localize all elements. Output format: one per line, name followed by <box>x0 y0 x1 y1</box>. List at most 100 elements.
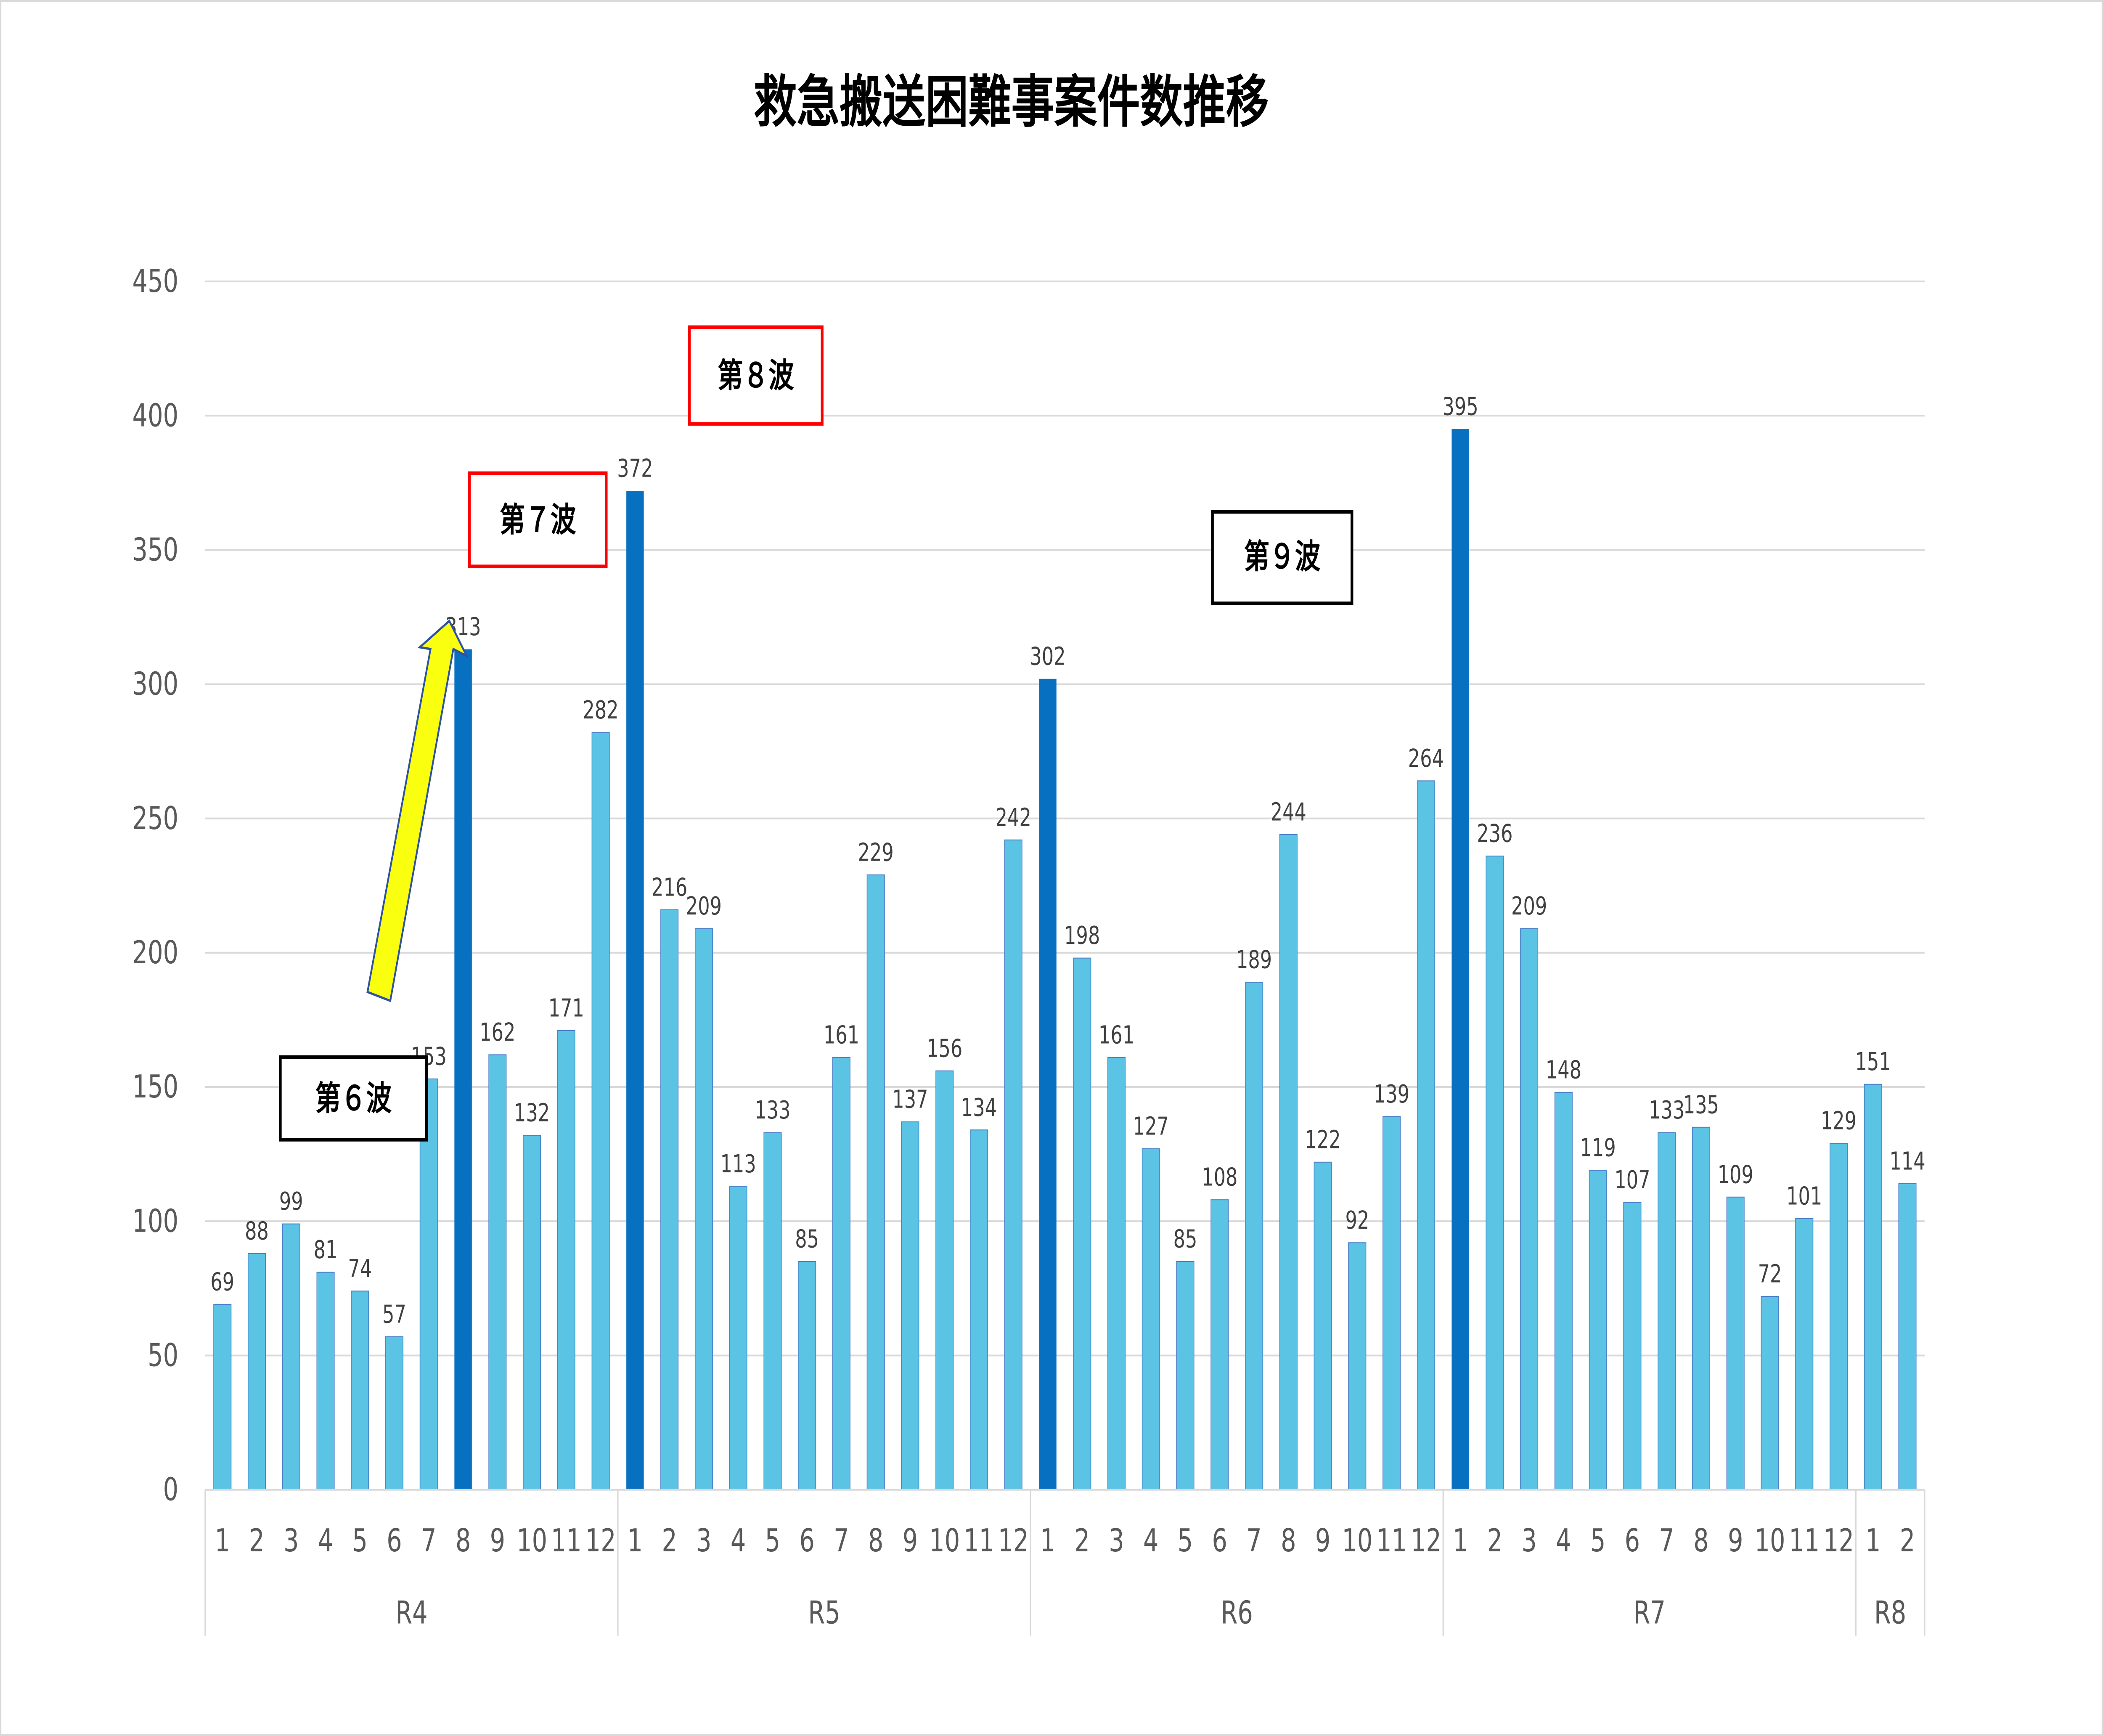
y-axis: 0 50 100 150 200 250 300 350 400 450 <box>132 262 179 1508</box>
x-tick-label: 12 <box>1823 1522 1854 1559</box>
bar-R5-3 <box>694 928 713 1490</box>
data-label: 156 <box>927 1034 962 1063</box>
y-tick-label: 450 <box>132 262 179 299</box>
y-tick-label: 300 <box>132 665 179 702</box>
data-label: 72 <box>1758 1260 1782 1288</box>
x-tick-label: 1 <box>1865 1522 1881 1559</box>
x-tick-label: 10 <box>1754 1522 1785 1559</box>
bar-R4-10 <box>523 1134 541 1490</box>
x-tick-label: 11 <box>551 1522 582 1559</box>
bar-R6-11 <box>1383 1116 1401 1490</box>
annotation-label: 第８波 <box>718 356 794 395</box>
x-tick-label: 9 <box>903 1522 918 1559</box>
annotation-box <box>688 325 824 426</box>
bar-R5-8 <box>866 874 885 1490</box>
x-tick-label: 1 <box>1453 1522 1468 1559</box>
data-label: 69 <box>210 1268 234 1296</box>
x-tick-label: 7 <box>421 1522 437 1559</box>
x-tick-label: 2 <box>1900 1522 1915 1559</box>
data-label: 88 <box>245 1217 269 1246</box>
data-label: 198 <box>1064 922 1100 950</box>
x-tick-label: 1 <box>215 1522 230 1559</box>
y-tick-label: 350 <box>132 531 179 568</box>
data-label: 264 <box>1408 745 1444 773</box>
data-label: 85 <box>795 1225 819 1254</box>
bar-R5-11 <box>969 1129 988 1490</box>
data-label: 132 <box>514 1099 550 1127</box>
x-tick-label: 8 <box>456 1522 471 1559</box>
data-label: 236 <box>1477 820 1512 848</box>
x-tick-label: 12 <box>998 1522 1029 1559</box>
data-label: 395 <box>1443 393 1478 421</box>
data-label: 114 <box>1889 1148 1925 1176</box>
bar-R7-6 <box>1623 1202 1642 1490</box>
bar-R7-9 <box>1726 1196 1745 1490</box>
bar-R4-1 <box>213 1304 232 1490</box>
x-group-label: R6 <box>1221 1594 1253 1631</box>
data-label: 109 <box>1718 1161 1753 1189</box>
annotation-wave-7: 第７波 <box>468 471 608 568</box>
bar-R7-4 <box>1554 1092 1573 1490</box>
x-tick-label: 6 <box>799 1522 815 1559</box>
x-tick-label: 7 <box>1246 1522 1262 1559</box>
data-label: 127 <box>1133 1113 1169 1141</box>
bar-R6-9 <box>1314 1161 1332 1490</box>
bar-R7-7 <box>1658 1132 1676 1490</box>
bar-R4-3 <box>282 1223 300 1490</box>
bar-R5-1 <box>626 490 644 1490</box>
x-tick-label: 5 <box>352 1522 368 1559</box>
x-tick-label: 3 <box>1109 1522 1124 1559</box>
x-tick-label: 1 <box>628 1522 643 1559</box>
data-label: 216 <box>652 873 687 901</box>
bar-R7-12 <box>1829 1143 1848 1490</box>
x-tick-label: 3 <box>696 1522 712 1559</box>
data-label: 139 <box>1374 1080 1409 1108</box>
x-tick-label: 2 <box>1075 1522 1090 1559</box>
y-tick-label: 200 <box>132 934 179 971</box>
x-tick-label: 4 <box>1143 1522 1159 1559</box>
x-tick-label: 8 <box>1693 1522 1709 1559</box>
annotation-wave-9: 第９波 <box>1211 510 1353 605</box>
x-tick-label: 1 <box>1040 1522 1056 1559</box>
data-label: 282 <box>583 696 619 724</box>
data-label: 122 <box>1305 1126 1340 1154</box>
x-tick-label: 10 <box>929 1522 960 1559</box>
x-tick-label: 5 <box>765 1522 781 1559</box>
x-tick-label: 8 <box>1281 1522 1296 1559</box>
bar-R7-8 <box>1692 1126 1710 1490</box>
bar-R4-8 <box>454 649 472 1490</box>
bar-R5-10 <box>935 1070 954 1490</box>
bar-R7-2 <box>1486 856 1504 1490</box>
data-label: 162 <box>479 1018 515 1047</box>
x-tick-label: 11 <box>1789 1522 1820 1559</box>
bar-R4-11 <box>557 1030 575 1490</box>
x-tick-label: 10 <box>1342 1522 1372 1559</box>
data-label: 119 <box>1580 1134 1616 1162</box>
bar-R4-4 <box>316 1272 335 1490</box>
x-group-label: R8 <box>1874 1594 1906 1631</box>
bar-R6-6 <box>1210 1199 1229 1490</box>
x-tick-label: 2 <box>249 1522 265 1559</box>
bar-R5-9 <box>901 1121 919 1490</box>
x-group-label: R5 <box>808 1594 840 1631</box>
y-tick-label: 150 <box>132 1068 179 1105</box>
annotation-label: 第７波 <box>500 500 576 539</box>
bar-R8-2 <box>1898 1183 1917 1490</box>
data-label: 242 <box>996 803 1031 832</box>
bar-R7-1 <box>1451 429 1469 1490</box>
y-tick-label: 100 <box>132 1203 179 1240</box>
data-label: 137 <box>892 1086 928 1114</box>
bar-R6-12 <box>1417 780 1435 1490</box>
y-tick-label: 250 <box>132 800 179 837</box>
data-label: 189 <box>1236 946 1272 974</box>
y-tick-label: 0 <box>163 1471 179 1508</box>
data-label: 133 <box>755 1096 790 1124</box>
data-label: 161 <box>1099 1021 1134 1050</box>
bar-R6-7 <box>1245 982 1263 1490</box>
bar-R6-1 <box>1039 678 1057 1490</box>
x-tick-label: 11 <box>964 1522 994 1559</box>
bar-R4-12 <box>591 732 610 1490</box>
data-label: 74 <box>348 1255 372 1283</box>
